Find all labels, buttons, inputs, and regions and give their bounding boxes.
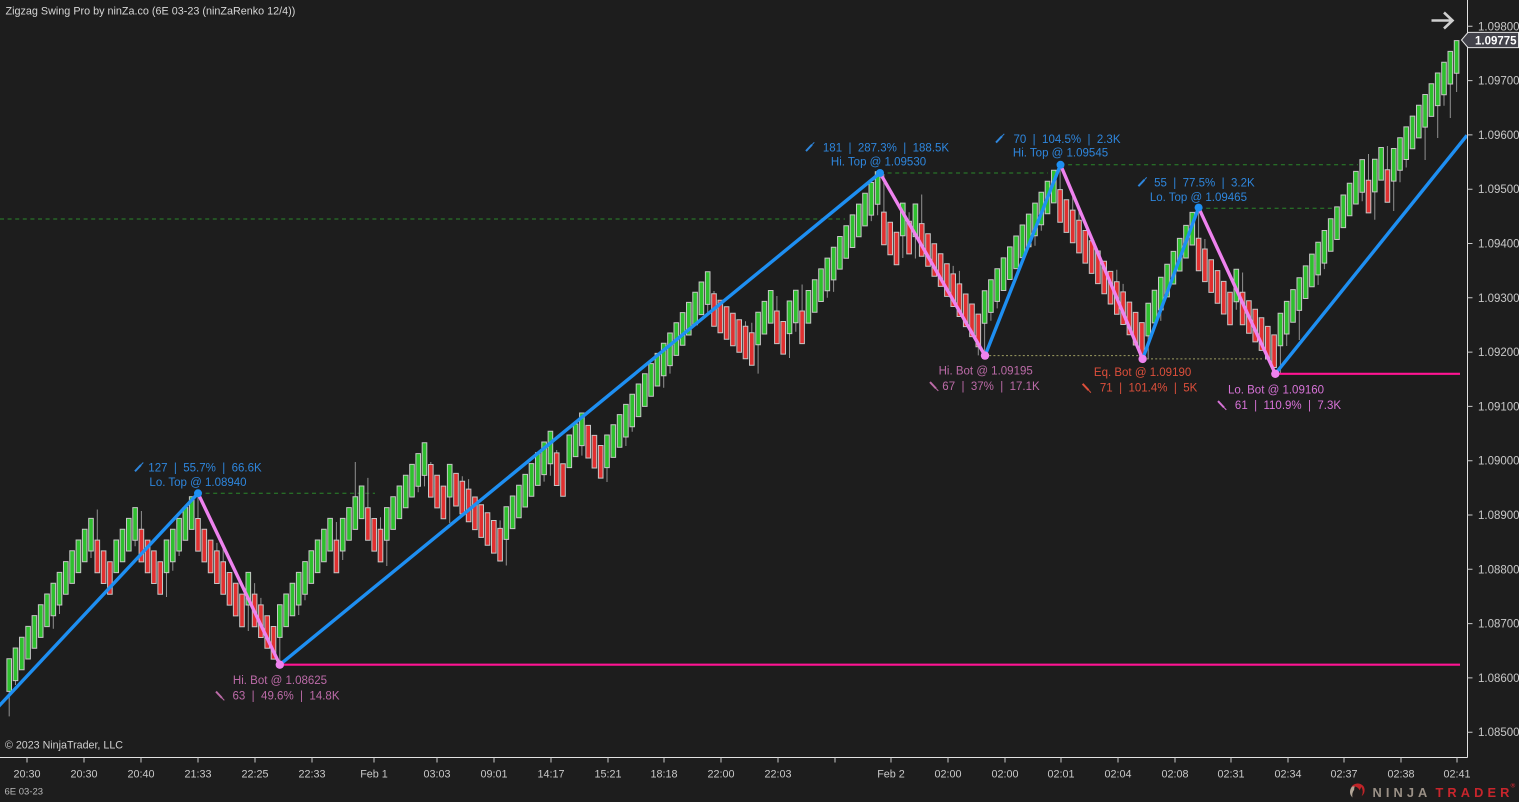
svg-text:20:30: 20:30	[70, 769, 97, 781]
svg-text:03:03: 03:03	[423, 769, 450, 781]
svg-text:61 | 110.9% | 7.3K: 61 | 110.9% | 7.3K	[1235, 400, 1341, 412]
svg-text:20:30: 20:30	[13, 769, 40, 781]
svg-text:NINJA: NINJA	[1373, 785, 1432, 800]
svg-text:02:31: 02:31	[1217, 769, 1244, 781]
svg-text:Hi. Top @ 1.09530: Hi. Top @ 1.09530	[831, 157, 926, 169]
svg-text:02:37: 02:37	[1330, 769, 1357, 781]
svg-text:21:33: 21:33	[184, 769, 211, 781]
svg-text:6E 03-23: 6E 03-23	[5, 787, 44, 798]
svg-text:1.09500: 1.09500	[1478, 184, 1519, 196]
svg-text:1.09200: 1.09200	[1478, 347, 1519, 359]
svg-text:02:00: 02:00	[991, 769, 1018, 781]
svg-text:© 2023 NinjaTrader, LLC: © 2023 NinjaTrader, LLC	[5, 740, 123, 752]
svg-text:02:04: 02:04	[1104, 769, 1131, 781]
svg-text:1.09300: 1.09300	[1478, 293, 1519, 305]
svg-text:20:40: 20:40	[127, 769, 154, 781]
svg-text:22:25: 22:25	[241, 769, 268, 781]
svg-text:55 | 77.5% | 3.2K: 55 | 77.5% | 3.2K	[1154, 177, 1255, 189]
svg-text:Zigzag Swing Pro by ninZa.co (: Zigzag Swing Pro by ninZa.co (6E 03-23 (…	[6, 6, 296, 18]
svg-text:1.08900: 1.08900	[1478, 510, 1519, 522]
svg-text:Feb 1: Feb 1	[360, 769, 388, 781]
svg-text:70 | 104.5% | 2.3K: 70 | 104.5% | 2.3K	[1014, 134, 1121, 146]
svg-text:Feb 2: Feb 2	[877, 769, 905, 781]
svg-text:127 | 55.7% | 66.6K: 127 | 55.7% | 66.6K	[148, 463, 262, 475]
svg-text:1.08500: 1.08500	[1478, 727, 1519, 739]
svg-text:15:21: 15:21	[594, 769, 621, 781]
svg-text:22:00: 22:00	[707, 769, 734, 781]
svg-text:TRADER: TRADER	[1436, 785, 1514, 800]
svg-text:63 | 49.6% | 14.8K: 63 | 49.6% | 14.8K	[233, 690, 340, 702]
svg-text:02:08: 02:08	[1161, 769, 1188, 781]
svg-text:1.09600: 1.09600	[1478, 130, 1519, 142]
svg-text:1.09100: 1.09100	[1478, 401, 1519, 413]
svg-text:02:01: 02:01	[1047, 769, 1074, 781]
svg-text:1.09400: 1.09400	[1478, 239, 1519, 251]
svg-text:67 | 37% | 17.1K: 67 | 37% | 17.1K	[942, 381, 1040, 393]
svg-text:22:03: 22:03	[764, 769, 791, 781]
svg-text:1.09775: 1.09775	[1475, 35, 1517, 47]
svg-text:18:18: 18:18	[650, 769, 677, 781]
svg-text:®: ®	[1511, 782, 1516, 790]
svg-text:Hi. Bot @ 1.08625: Hi. Bot @ 1.08625	[233, 675, 327, 687]
svg-text:09:01: 09:01	[480, 769, 507, 781]
svg-text:Lo. Top @ 1.08940: Lo. Top @ 1.08940	[149, 477, 246, 489]
svg-text:71 | 101.4% | 5K: 71 | 101.4% | 5K	[1100, 383, 1198, 395]
svg-text:02:38: 02:38	[1387, 769, 1414, 781]
svg-text:02:00: 02:00	[934, 769, 961, 781]
svg-text:14:17: 14:17	[537, 769, 564, 781]
svg-text:181 | 287.3% | 188.5K: 181 | 287.3% | 188.5K	[823, 142, 950, 154]
svg-text:1.09000: 1.09000	[1478, 456, 1519, 468]
svg-text:1.08700: 1.08700	[1478, 619, 1519, 631]
svg-text:1.09700: 1.09700	[1478, 76, 1519, 88]
svg-text:Eq. Bot @ 1.09190: Eq. Bot @ 1.09190	[1094, 367, 1191, 379]
svg-text:02:34: 02:34	[1274, 769, 1301, 781]
svg-text:Lo. Top @ 1.09465: Lo. Top @ 1.09465	[1150, 192, 1247, 204]
svg-text:Hi. Bot @ 1.09195: Hi. Bot @ 1.09195	[939, 365, 1033, 377]
svg-text:22:33: 22:33	[298, 769, 325, 781]
svg-text:Hi. Top @ 1.09545: Hi. Top @ 1.09545	[1013, 148, 1108, 160]
svg-text:Lo. Bot @ 1.09160: Lo. Bot @ 1.09160	[1228, 384, 1324, 396]
svg-text:1.08800: 1.08800	[1478, 564, 1519, 576]
svg-text:1.08600: 1.08600	[1478, 673, 1519, 685]
svg-text:02:41: 02:41	[1443, 769, 1470, 781]
svg-text:1.09800: 1.09800	[1478, 21, 1519, 33]
